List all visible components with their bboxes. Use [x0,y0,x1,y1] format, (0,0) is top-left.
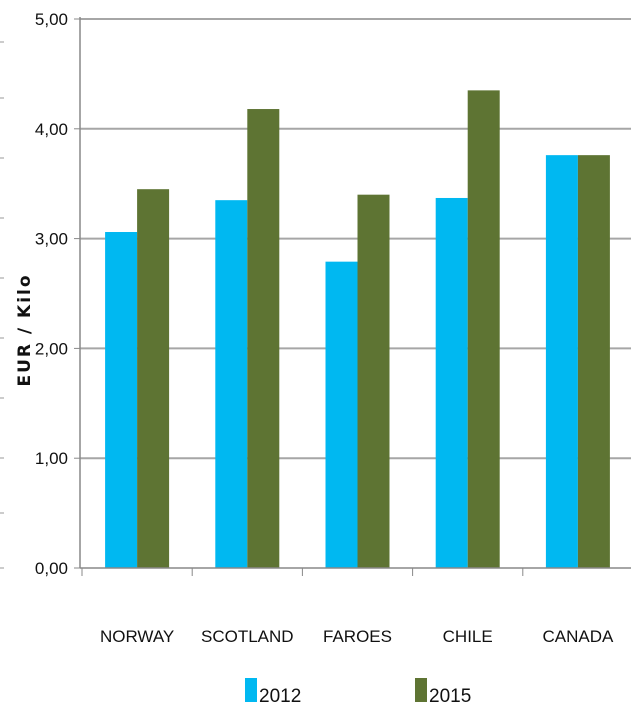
y-tick-label: 0,00 [35,559,68,578]
y-tick-label: 4,00 [35,120,68,139]
bar-2015-canada [577,155,610,569]
y-tick-label: 2,00 [35,339,68,358]
category-label: NORWAY [100,627,174,646]
bar-2012-canada [545,155,578,569]
legend-label-2015: 2015 [429,686,471,707]
category-label: CHILE [443,627,493,646]
bar-2015-scotland [247,109,280,568]
x-axis-category-labels: NORWAY SCOTLAND FAROES CHILE CANADA [100,627,614,646]
y-tick-label: 1,00 [35,449,68,468]
category-label: CANADA [542,627,614,646]
bar-2015-chile [467,90,500,569]
bar-2012-faroes [325,261,358,568]
bar-2012-scotland [215,200,248,569]
y-axis-tick-labels: 0,00 1,00 2,00 3,00 4,00 5,00 [35,10,68,578]
bar-2015-norway [137,189,170,568]
axes [79,17,631,576]
legend: 2012 2015 [245,678,471,707]
bar-2012-chile [435,197,468,568]
legend-swatch-2015 [415,678,427,702]
y-tick-label: 5,00 [35,10,68,29]
bar-2012-norway [105,232,138,568]
legend-label-2012: 2012 [259,686,301,707]
left-edge-tick-marks [0,41,4,569]
y-tick-label: 3,00 [35,230,68,249]
category-label: FAROES [323,627,392,646]
legend-swatch-2012 [245,678,257,702]
bar-2015-faroes [357,194,390,568]
category-label: SCOTLAND [201,627,294,646]
y-axis-label: EUR / Kilo [15,273,35,386]
bars [105,90,610,569]
